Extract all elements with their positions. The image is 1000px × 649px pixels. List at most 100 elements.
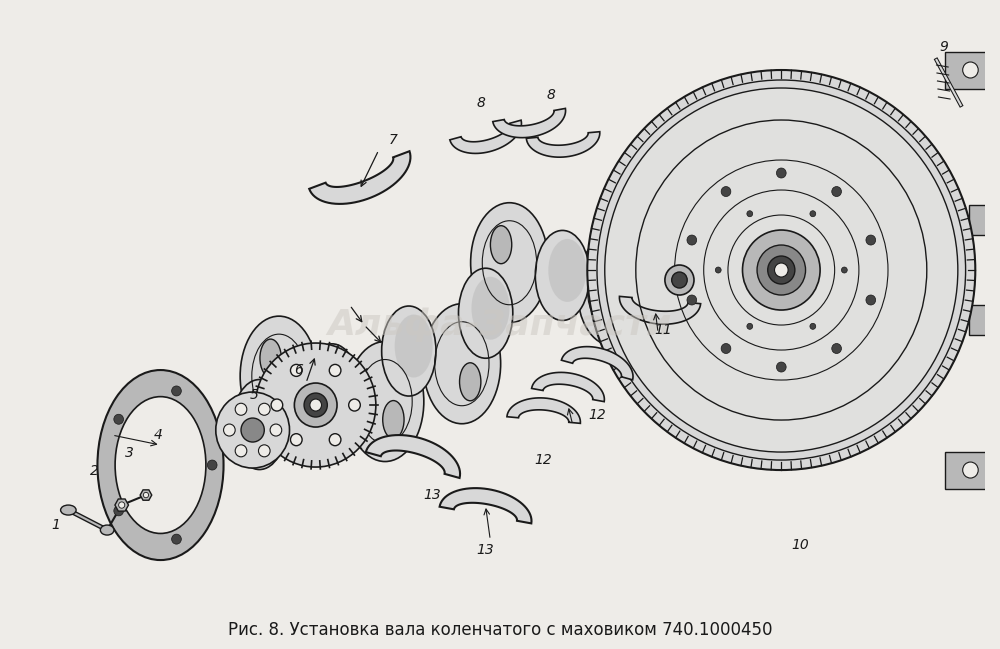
Text: 1: 1	[51, 518, 60, 532]
Circle shape	[258, 403, 270, 415]
Circle shape	[989, 212, 1000, 228]
Circle shape	[768, 256, 795, 284]
Ellipse shape	[61, 505, 76, 515]
Circle shape	[665, 265, 694, 295]
Circle shape	[776, 362, 786, 372]
Circle shape	[687, 235, 697, 245]
Circle shape	[810, 323, 816, 329]
Ellipse shape	[382, 306, 436, 396]
Circle shape	[721, 343, 731, 354]
Polygon shape	[366, 435, 460, 478]
Text: 4: 4	[154, 428, 163, 442]
Circle shape	[989, 312, 1000, 328]
Ellipse shape	[245, 388, 283, 451]
FancyBboxPatch shape	[969, 205, 1000, 235]
Circle shape	[119, 502, 125, 508]
Circle shape	[963, 62, 978, 78]
Ellipse shape	[260, 339, 281, 377]
Ellipse shape	[535, 230, 590, 321]
Polygon shape	[309, 151, 410, 204]
Circle shape	[258, 445, 270, 457]
Circle shape	[172, 534, 181, 544]
Ellipse shape	[232, 380, 287, 469]
Circle shape	[329, 434, 341, 446]
Circle shape	[271, 399, 283, 411]
Ellipse shape	[100, 525, 114, 535]
Text: 3: 3	[125, 446, 134, 460]
Circle shape	[775, 263, 788, 277]
Text: 9: 9	[940, 40, 949, 54]
Circle shape	[235, 403, 247, 415]
Circle shape	[587, 70, 975, 470]
Circle shape	[963, 462, 978, 478]
Circle shape	[241, 418, 264, 442]
Circle shape	[687, 295, 697, 305]
Ellipse shape	[617, 205, 655, 268]
Text: 8: 8	[547, 88, 556, 102]
Text: 10: 10	[792, 538, 810, 552]
Circle shape	[172, 386, 181, 396]
Circle shape	[721, 186, 731, 197]
Circle shape	[776, 168, 786, 178]
Text: 8: 8	[476, 96, 485, 110]
Circle shape	[207, 460, 217, 470]
Ellipse shape	[423, 304, 501, 424]
FancyBboxPatch shape	[945, 52, 996, 89]
Circle shape	[349, 399, 360, 411]
Ellipse shape	[318, 352, 356, 415]
Ellipse shape	[460, 363, 481, 401]
Circle shape	[841, 267, 847, 273]
Circle shape	[294, 383, 337, 427]
FancyBboxPatch shape	[969, 305, 1000, 335]
Circle shape	[715, 267, 721, 273]
Ellipse shape	[458, 268, 513, 358]
Ellipse shape	[548, 239, 586, 302]
Circle shape	[290, 364, 302, 376]
Ellipse shape	[395, 315, 433, 378]
Polygon shape	[450, 120, 521, 153]
Ellipse shape	[383, 400, 404, 439]
Polygon shape	[140, 490, 152, 500]
Ellipse shape	[490, 226, 512, 263]
Ellipse shape	[577, 235, 645, 345]
Circle shape	[832, 186, 841, 197]
Circle shape	[605, 88, 958, 452]
Circle shape	[224, 424, 235, 436]
Text: 6: 6	[294, 363, 303, 377]
Circle shape	[832, 343, 841, 354]
Text: 2: 2	[90, 464, 99, 478]
Text: 13: 13	[477, 543, 494, 557]
Circle shape	[810, 211, 816, 217]
Polygon shape	[493, 108, 566, 138]
Circle shape	[216, 392, 290, 468]
Ellipse shape	[240, 316, 318, 436]
Text: 5: 5	[250, 388, 259, 402]
Polygon shape	[526, 132, 600, 157]
Text: Рис. 8. Установка вала коленчатого с маховиком 740.1000450: Рис. 8. Установка вала коленчатого с мах…	[228, 620, 772, 639]
Text: 11: 11	[654, 323, 672, 337]
Text: 7: 7	[389, 133, 398, 147]
Text: 12: 12	[588, 408, 606, 422]
Ellipse shape	[609, 289, 630, 327]
Polygon shape	[532, 373, 604, 402]
Circle shape	[114, 506, 124, 516]
FancyBboxPatch shape	[945, 452, 996, 489]
Circle shape	[866, 235, 876, 245]
Text: Альфа-Запчасти: Альфа-Запчасти	[328, 308, 672, 342]
Circle shape	[597, 80, 966, 460]
Circle shape	[757, 245, 806, 295]
Ellipse shape	[471, 276, 510, 339]
Ellipse shape	[115, 397, 206, 533]
Polygon shape	[619, 297, 701, 324]
Circle shape	[290, 434, 302, 446]
Ellipse shape	[346, 341, 424, 461]
Ellipse shape	[471, 202, 548, 323]
Ellipse shape	[97, 370, 224, 560]
Circle shape	[310, 399, 322, 411]
Circle shape	[114, 414, 124, 424]
Circle shape	[742, 230, 820, 310]
Circle shape	[866, 295, 876, 305]
Text: 13: 13	[423, 488, 441, 502]
Polygon shape	[507, 398, 580, 423]
Polygon shape	[115, 499, 128, 511]
